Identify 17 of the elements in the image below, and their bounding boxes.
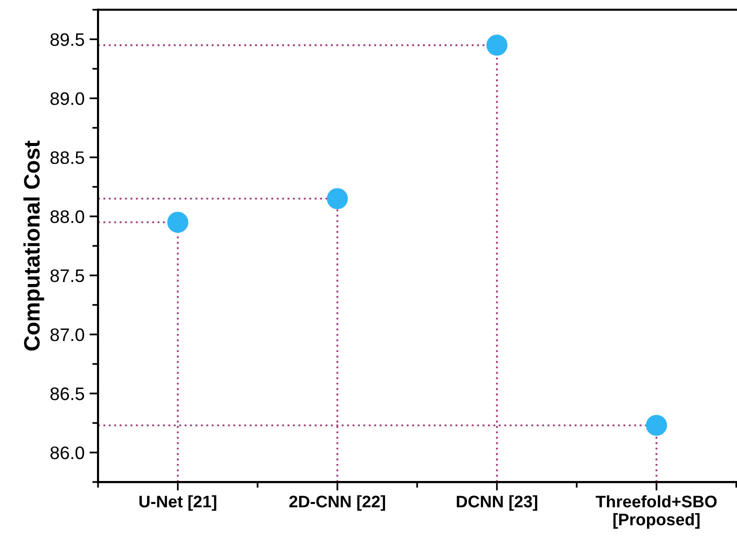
x-tick-label: Threefold+SBO [Proposed] — [596, 495, 717, 529]
y-tick-label: 86.0 — [50, 446, 84, 460]
y-axis-title: Computational Cost — [23, 140, 44, 351]
y-tick-label: 87.5 — [50, 269, 84, 282]
y-tick-label: 89.0 — [50, 92, 84, 106]
x-tick-label: DCNN [23] — [456, 495, 538, 511]
y-tick-label: 88.0 — [50, 210, 84, 224]
point — [167, 212, 188, 233]
y-tick-label: 89.5 — [50, 33, 84, 46]
y-tick-label: 86.5 — [50, 387, 84, 400]
y-tick-label: 88.5 — [50, 151, 84, 164]
point — [646, 414, 667, 436]
x-tick-label: 2D-CNN [22] — [289, 495, 386, 511]
x-tick-label: U-Net [21] — [139, 495, 216, 511]
point — [326, 188, 348, 210]
y-tick-label: 87.0 — [50, 328, 84, 342]
point — [486, 34, 508, 56]
